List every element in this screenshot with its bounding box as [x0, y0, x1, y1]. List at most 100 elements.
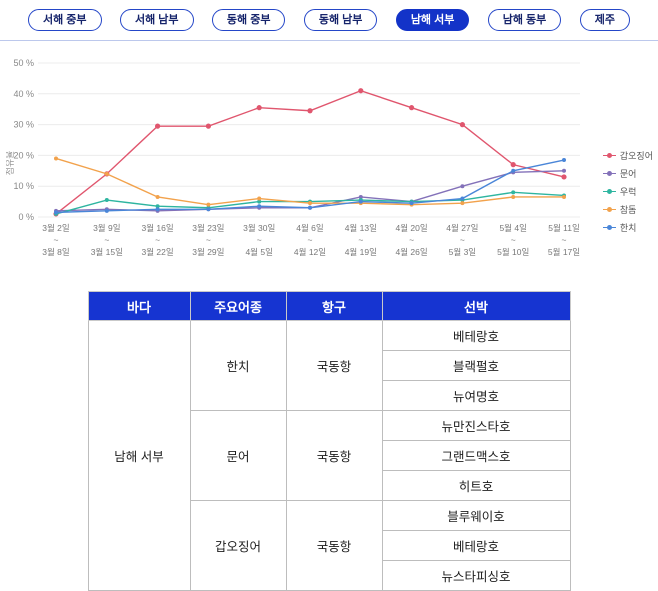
- series-point: [561, 174, 567, 180]
- x-tick-start: 4월 13일: [345, 223, 377, 233]
- x-tick-end: 5월 17일: [548, 247, 580, 257]
- table-header-cell: 주요어종: [189, 291, 287, 322]
- series-point: [562, 158, 566, 163]
- ships-table: 바다 주요어종 항구 선박 남해 서부 한치 국동항 베테랑호 블랙펄호 뉴여명호 문어 국동항 뉴만…: [87, 291, 571, 591]
- region-tab-3[interactable]: 동해 남부: [303, 9, 378, 32]
- y-tick-label: 0 %: [18, 212, 34, 222]
- series-point: [562, 168, 566, 173]
- y-tick-label: 50 %: [13, 58, 34, 68]
- legend-marker-icon: [602, 188, 616, 195]
- legend-item-갑오징어: 갑오징어: [602, 149, 653, 162]
- ship-cell: 베테랑호: [381, 320, 571, 352]
- series-point: [257, 196, 262, 201]
- series-point: [104, 198, 109, 203]
- region-tab-6[interactable]: 제주: [579, 9, 630, 32]
- x-tick-start: 4월 6일: [296, 223, 323, 233]
- x-tick-end: 4월 5일: [245, 247, 272, 257]
- table-row: 베테랑호: [88, 530, 571, 562]
- series-point: [155, 204, 160, 209]
- series-point: [307, 108, 313, 114]
- legend-marker-icon: [602, 206, 616, 213]
- legend-marker-icon: [602, 170, 616, 177]
- tabs-divider: [0, 40, 658, 42]
- x-tick-separator: ~: [54, 235, 59, 245]
- legend-marker-icon: [602, 152, 616, 159]
- legend-item-한치: 한치: [602, 221, 653, 234]
- x-tick-end: 4월 12일: [294, 247, 326, 257]
- series-point: [409, 201, 414, 206]
- series-point: [511, 168, 516, 173]
- x-tick-separator: ~: [460, 235, 465, 245]
- x-tick-start: 3월 30일: [243, 223, 275, 233]
- x-tick-separator: ~: [206, 235, 211, 245]
- series-point: [510, 162, 516, 168]
- legend-label: 한치: [619, 223, 637, 234]
- x-tick-separator: ~: [257, 235, 262, 245]
- series-point: [308, 205, 312, 210]
- port-cell: 국동항: [285, 500, 383, 591]
- x-tick-separator: ~: [155, 235, 160, 245]
- table-row: 그랜드맥스호: [88, 440, 571, 472]
- species-cell: 한치: [189, 320, 287, 412]
- legend-label: 갑오징어: [619, 151, 653, 162]
- region-tab-1[interactable]: 서해 남부: [119, 9, 194, 32]
- series-point: [205, 123, 211, 129]
- legend-item-문어: 문어: [602, 167, 653, 180]
- x-tick-start: 3월 2일: [42, 223, 69, 233]
- y-tick-label: 40 %: [13, 89, 34, 99]
- chart-canvas: 0 % 10 % 20 % 30 % 40 % 50 % 점유율 3월 2일 ~3월 8일 3월 …: [6, 58, 580, 257]
- series-point: [460, 201, 465, 206]
- region-tab-5[interactable]: 남해 동부: [487, 9, 562, 32]
- sea-cell: 남해 서부: [87, 320, 191, 591]
- series-point: [104, 171, 109, 176]
- x-tick-end: 3월 29일: [192, 247, 224, 257]
- table-header-cell: 항구: [285, 291, 383, 322]
- y-axis-title: 점유율: [6, 151, 15, 176]
- ship-cell: 히트호: [381, 470, 571, 502]
- series-point: [257, 204, 262, 209]
- ship-cell: 뉴스타피싱호: [381, 560, 571, 591]
- ship-cell: 블랙펄호: [381, 350, 571, 382]
- ship-cell: 베테랑호: [381, 530, 571, 562]
- series-point: [358, 195, 363, 200]
- x-tick-separator: ~: [409, 235, 414, 245]
- series-point: [460, 196, 465, 201]
- table-row: 남해 서부 한치 국동항 베테랑호: [87, 320, 571, 591]
- x-tick-start: 5월 4일: [499, 223, 526, 233]
- series-point: [155, 195, 160, 200]
- x-tick-start: 5월 11일: [548, 223, 580, 233]
- port-cell: 국동항: [285, 320, 383, 412]
- series-point: [104, 208, 109, 213]
- series-point: [206, 207, 211, 212]
- x-tick-start: 4월 20일: [396, 223, 428, 233]
- x-tick-start: 3월 16일: [142, 223, 174, 233]
- port-cell: 국동항: [285, 410, 383, 502]
- legend-marker-icon: [602, 224, 616, 231]
- ship-cell: 뉴여명호: [381, 380, 571, 412]
- x-tick-start: 3월 23일: [192, 223, 224, 233]
- share-chart: 0 % 10 % 20 % 30 % 40 % 50 % 점유율 3월 2일 ~3월 8일 3월 …: [0, 45, 658, 279]
- series-point: [54, 210, 58, 215]
- legend-label: 우럭: [619, 187, 637, 198]
- ship-cell: 그랜드맥스호: [381, 440, 571, 472]
- table-header-cell: 선박: [381, 291, 571, 322]
- y-tick-label: 10 %: [13, 181, 34, 191]
- x-tick-separator: ~: [562, 235, 567, 245]
- series-point: [308, 201, 312, 206]
- region-tab-4[interactable]: 남해 서부: [395, 9, 470, 32]
- series-point: [257, 199, 262, 204]
- series-point: [358, 199, 363, 204]
- series-point: [256, 105, 262, 111]
- legend-label: 문어: [619, 169, 637, 180]
- ship-cell: 뉴만진스타호: [381, 410, 571, 442]
- region-tab-0[interactable]: 서해 중부: [28, 9, 102, 32]
- region-tab-2[interactable]: 동해 중부: [211, 9, 286, 32]
- series-line-참돔: [55, 157, 564, 206]
- series-point: [460, 184, 465, 189]
- x-tick-separator: ~: [511, 235, 516, 245]
- region-tabs: 서해 중부 서해 남부 동해 중부 동해 남부 남해 서부 남해 동부 제주: [0, 0, 658, 32]
- table-row: 문어 국동항 뉴만진스타호: [88, 410, 571, 502]
- x-tick-end: 5월 10일: [497, 247, 529, 257]
- chart-legend: 갑오징어 문어 우럭 참돔 한치: [602, 149, 653, 234]
